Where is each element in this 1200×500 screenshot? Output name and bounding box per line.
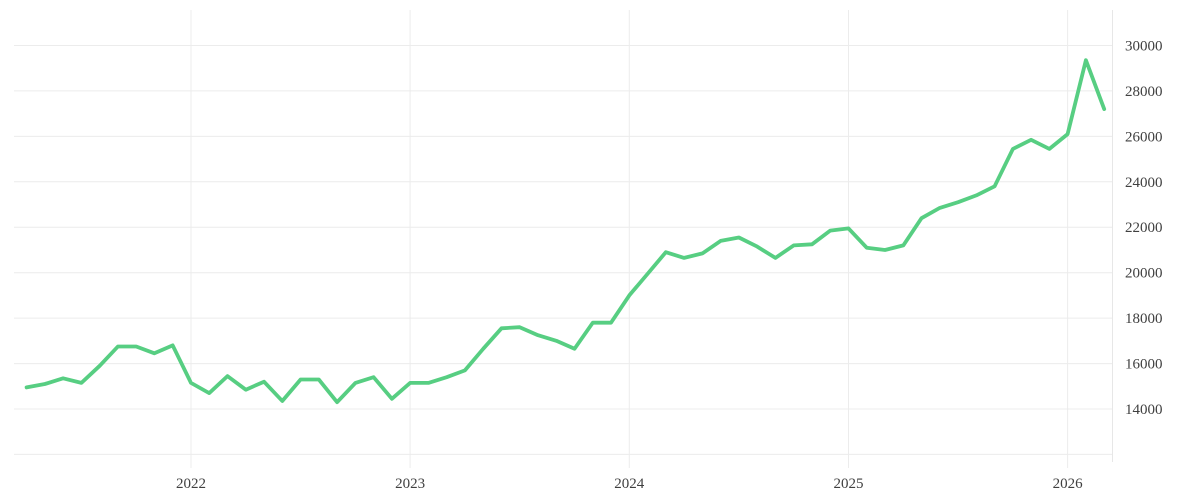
x-axis-tick-label: 2026 — [1053, 476, 1084, 492]
y-axis-tick-label: 16000 — [1125, 357, 1163, 373]
x-axis-tick-label: 2022 — [176, 476, 206, 492]
y-axis-tick-label: 18000 — [1125, 311, 1163, 327]
y-axis-labels: 30000 28000 26000 24000 22000 20000 18000 16000… — [1125, 39, 1163, 419]
horizontal-gridlines — [14, 45, 1113, 455]
x-axis-labels: 2022 2023 2024 2025 2026 — [176, 476, 1083, 492]
y-axis-tick-label: 22000 — [1125, 220, 1163, 236]
y-axis-tick-label: 30000 — [1125, 39, 1163, 55]
y-axis-tick-label: 26000 — [1125, 129, 1163, 145]
x-axis-tick-label: 2025 — [834, 476, 864, 492]
y-axis-tick-label: 14000 — [1125, 402, 1163, 418]
vertical-year-gridlines — [190, 10, 1069, 468]
y-axis-tick-label: 20000 — [1125, 266, 1163, 282]
x-axis-tick-label: 2023 — [395, 476, 425, 492]
y-axis-tick-label: 28000 — [1125, 84, 1163, 100]
y-axis-tick-label: 24000 — [1125, 175, 1163, 191]
x-axis-tick-label: 2024 — [614, 476, 645, 492]
price-line[interactable] — [24, 58, 1107, 405]
